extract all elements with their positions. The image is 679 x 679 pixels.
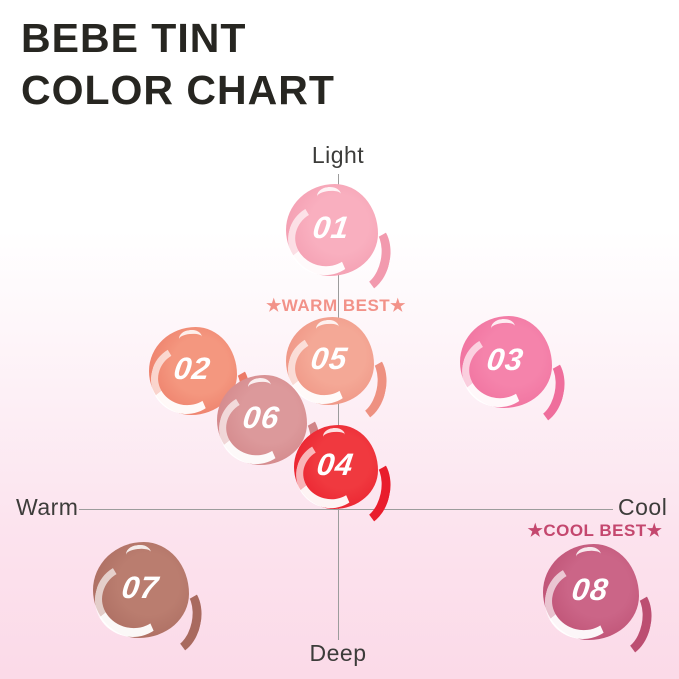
axis-label-light: Light (311, 142, 365, 168)
swatch-number: 05 (308, 340, 351, 376)
horizontal-axis-line (79, 509, 613, 510)
top-highlight (574, 545, 602, 566)
swatch-06: 06 (211, 375, 327, 488)
tint-drop-blob: 08 (537, 544, 659, 663)
title-line1: BEBE TINT (21, 15, 247, 61)
swatch-number: 02 (171, 350, 214, 386)
tint-drop-blob: 06 (211, 375, 327, 488)
tint-drop-blob: 04 (288, 425, 398, 532)
swatch-04: 04 (288, 425, 398, 532)
swatch-number: 03 (484, 341, 527, 377)
top-highlight (315, 318, 340, 338)
swatch-number: 07 (119, 569, 162, 605)
top-highlight (246, 376, 272, 396)
swatch-01: 01 (280, 184, 398, 299)
swatch-number: 04 (314, 446, 357, 482)
top-highlight (124, 543, 152, 564)
title-line2: COLOR CHART (21, 67, 335, 113)
swatch-number: 01 (310, 209, 353, 245)
cool-best-badge: ★COOL BEST★ (527, 521, 663, 540)
top-highlight (321, 426, 346, 445)
tint-drop-blob: 07 (87, 542, 209, 661)
top-highlight (316, 185, 342, 205)
swatch-07: 07 (87, 542, 209, 661)
axis-label-deep: Deep (309, 640, 367, 666)
swatch-05: 05 (280, 317, 394, 428)
tint-drop-blob: 01 (280, 184, 398, 299)
vertical-axis-line (338, 174, 339, 640)
top-highlight (178, 328, 203, 348)
swatch-number: 08 (569, 571, 612, 607)
swatch-03: 03 (454, 316, 572, 431)
axis-label-cool: Cool (618, 494, 668, 520)
warm-best-badge: ★WARM BEST★ (266, 296, 406, 315)
swatch-08: 08 (537, 544, 659, 663)
tint-drop-blob: 03 (454, 316, 572, 431)
top-highlight (490, 317, 516, 337)
tint-drop-blob: 05 (280, 317, 394, 428)
page-title: BEBE TINT COLOR CHART (21, 12, 335, 116)
swatch-number: 06 (240, 399, 283, 435)
axis-label-warm: Warm (16, 494, 79, 520)
